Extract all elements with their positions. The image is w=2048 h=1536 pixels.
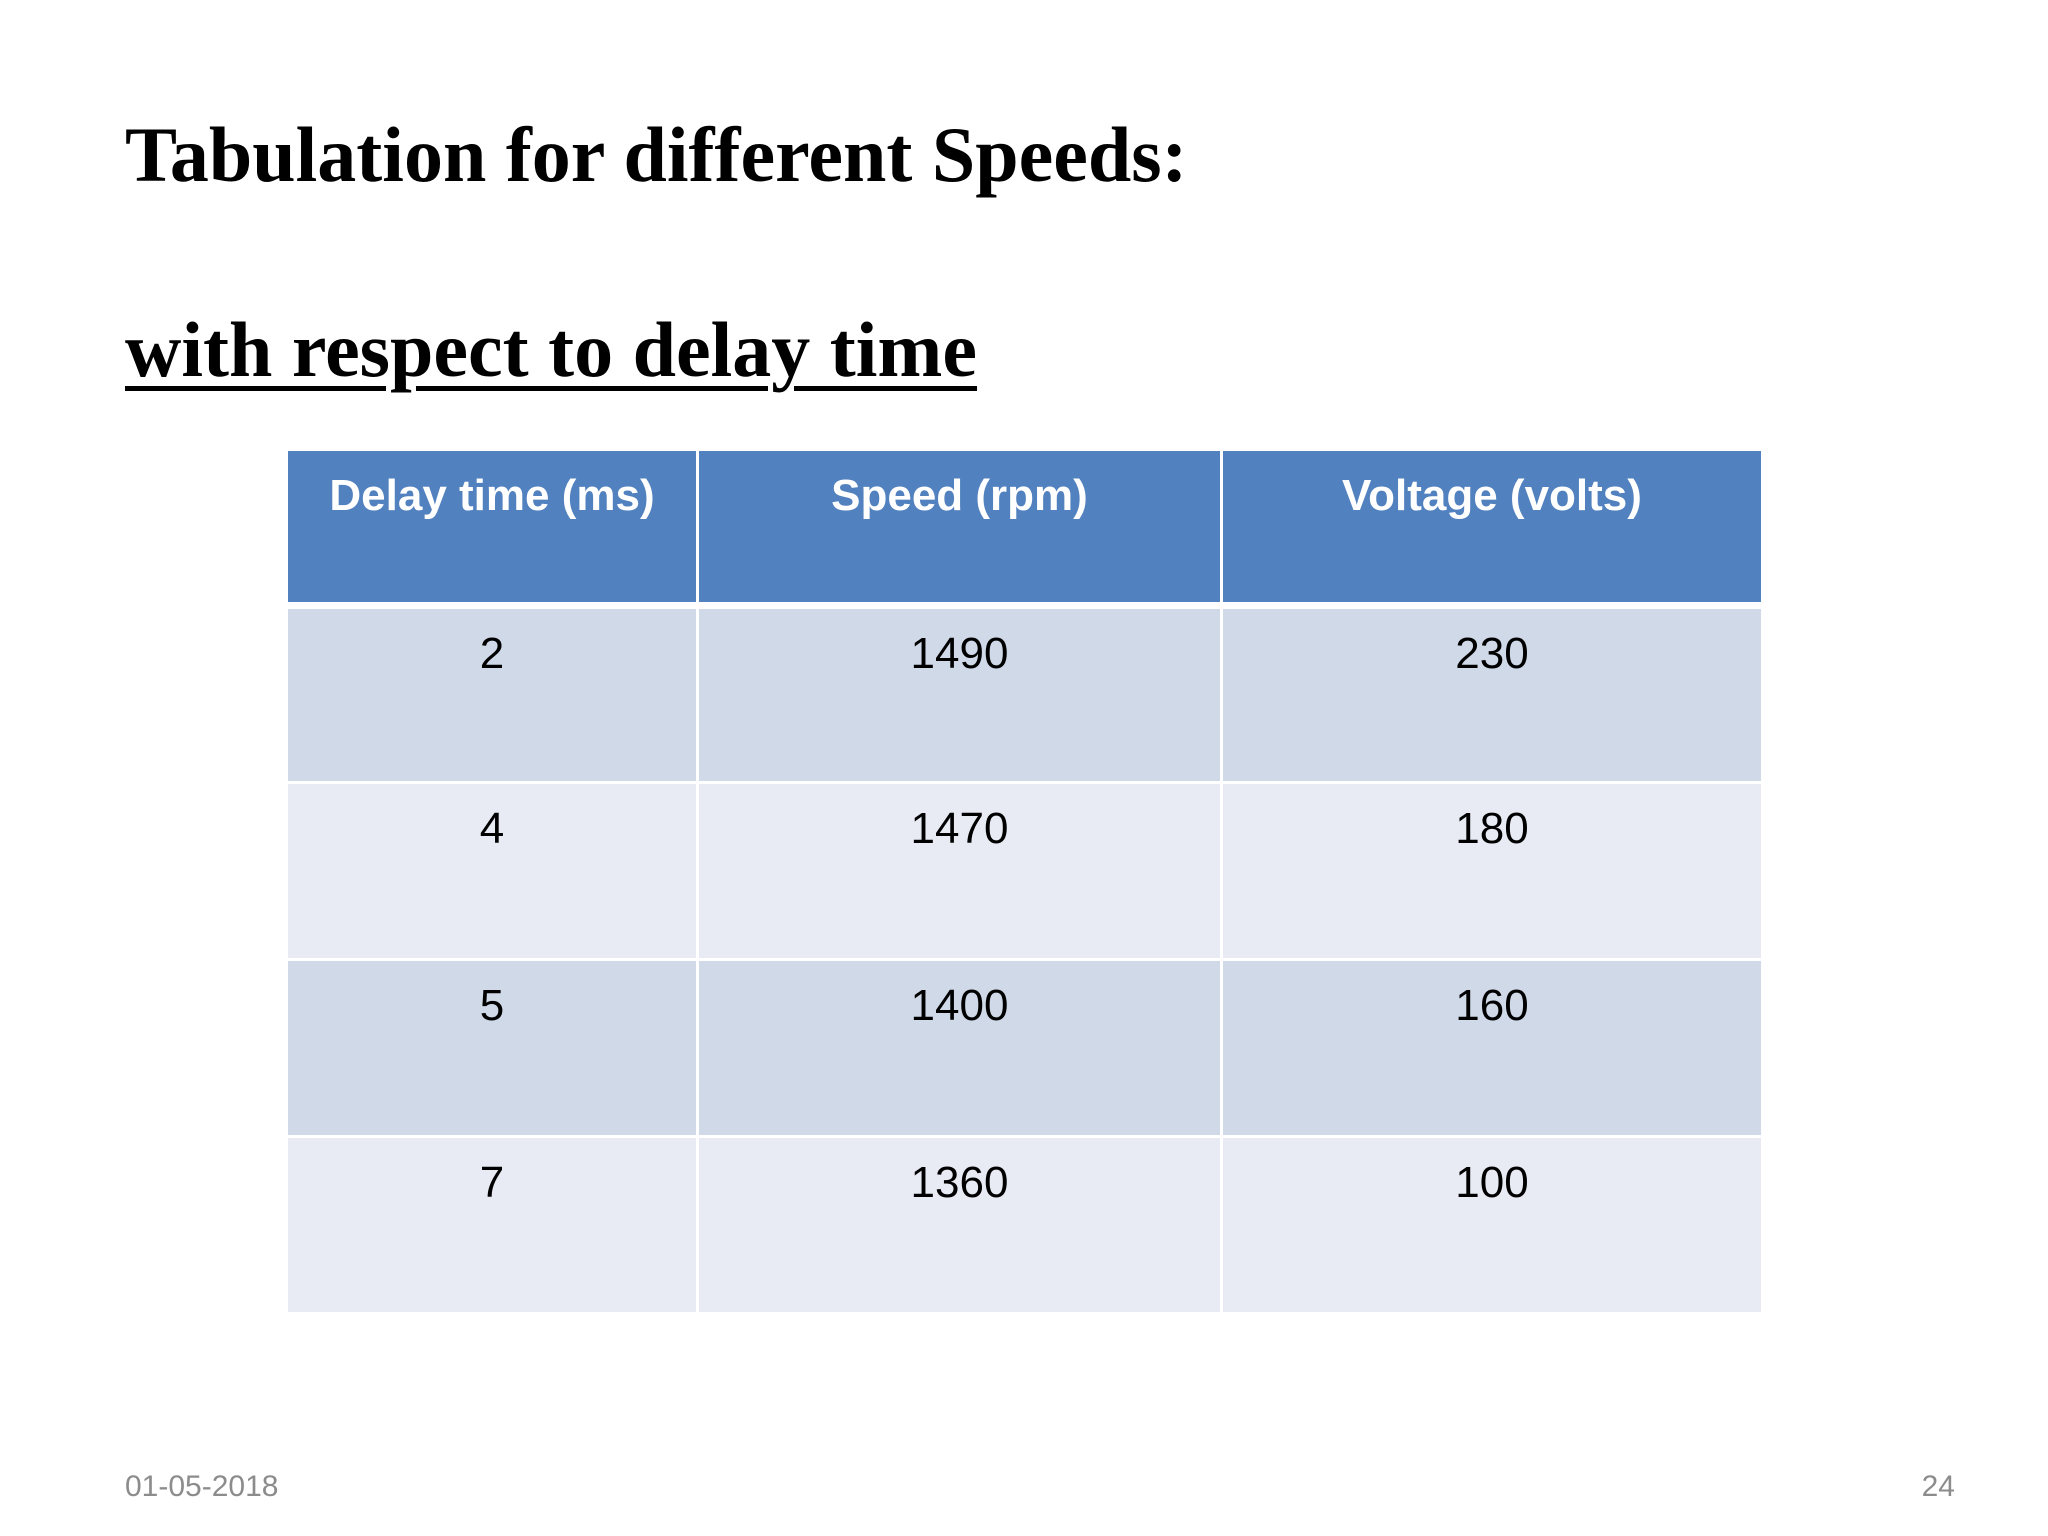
cell-speed: 1470 — [696, 781, 1223, 961]
footer-date: 01-05-2018 — [125, 1470, 279, 1503]
cell-delay-time: 7 — [285, 1135, 699, 1315]
header-speed: Speed (rpm) — [696, 448, 1223, 609]
slide-title: Tabulation for different Speeds: — [125, 111, 1188, 198]
table-row: 4 1470 180 — [285, 781, 1764, 961]
page-number: 24 — [1921, 1470, 1955, 1503]
cell-voltage: 230 — [1220, 604, 1764, 784]
cell-speed: 1360 — [696, 1135, 1223, 1315]
cell-delay-time: 4 — [285, 781, 699, 961]
table-row: 2 1490 230 — [285, 604, 1764, 784]
cell-voltage: 160 — [1220, 958, 1764, 1138]
header-voltage: Voltage (volts) — [1220, 448, 1764, 609]
cell-voltage: 180 — [1220, 781, 1764, 961]
cell-delay-time: 2 — [285, 604, 699, 784]
cell-voltage: 100 — [1220, 1135, 1764, 1315]
cell-speed: 1400 — [696, 958, 1223, 1138]
header-delay-time: Delay time (ms) — [285, 448, 699, 609]
table-row: 5 1400 160 — [285, 958, 1764, 1138]
slide-subtitle: with respect to delay time — [125, 306, 978, 393]
cell-speed: 1490 — [696, 604, 1223, 784]
table-row: 7 1360 100 — [285, 1135, 1764, 1315]
cell-delay-time: 5 — [285, 958, 699, 1138]
speed-table: Delay time (ms) Speed (rpm) Voltage (vol… — [285, 448, 1764, 1315]
table-header-row: Delay time (ms) Speed (rpm) Voltage (vol… — [285, 448, 1764, 609]
